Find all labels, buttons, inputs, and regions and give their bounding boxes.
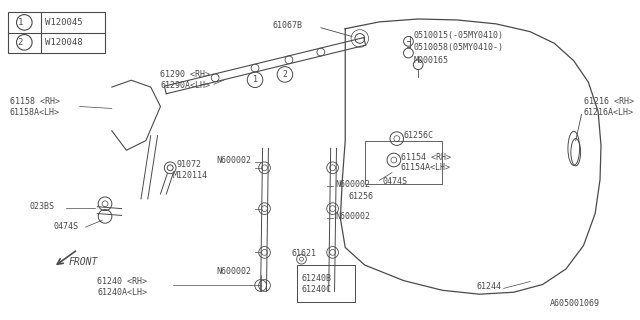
Text: M000165: M000165 [413, 56, 448, 65]
Text: 61256: 61256 [348, 192, 373, 202]
Circle shape [277, 67, 292, 82]
Text: 2: 2 [18, 38, 23, 47]
Text: 61158 <RH>: 61158 <RH> [10, 97, 60, 106]
Text: 0474S: 0474S [382, 177, 407, 186]
Text: 0510058(05MY0410-): 0510058(05MY0410-) [413, 43, 503, 52]
Text: 023BS: 023BS [29, 202, 54, 211]
Text: N600002: N600002 [216, 267, 251, 276]
Text: N600002: N600002 [216, 156, 251, 164]
Circle shape [247, 72, 263, 88]
Text: N600002: N600002 [335, 212, 371, 221]
Text: M120114: M120114 [173, 171, 208, 180]
Bar [365, 140, 442, 184]
Text: 61067B: 61067B [272, 21, 302, 30]
Text: 61240A<LH>: 61240A<LH> [97, 288, 147, 297]
Text: W120048: W120048 [45, 38, 83, 47]
Text: 61216A<LH>: 61216A<LH> [584, 108, 634, 117]
Text: FRONT: FRONT [68, 257, 97, 267]
Text: 1: 1 [253, 75, 257, 84]
Text: N600002: N600002 [335, 180, 371, 189]
Text: 1: 1 [18, 18, 23, 27]
Text: 61158A<LH>: 61158A<LH> [10, 108, 60, 117]
Text: 61240 <RH>: 61240 <RH> [97, 277, 147, 286]
Text: 61290A<LH>: 61290A<LH> [161, 81, 211, 90]
Text: 61256C: 61256C [404, 131, 433, 140]
FancyBboxPatch shape [8, 12, 105, 53]
Text: 61290 <RH>: 61290 <RH> [161, 70, 211, 79]
Text: 91072: 91072 [177, 160, 202, 169]
Text: 61240B: 61240B [301, 274, 332, 283]
Bar [296, 265, 355, 302]
Text: 0510015(-05MY0410): 0510015(-05MY0410) [413, 31, 503, 40]
Text: 61240C: 61240C [301, 285, 332, 294]
Text: A605001069: A605001069 [550, 299, 600, 308]
Text: 0474S: 0474S [54, 222, 79, 231]
Text: 61154 <RH>: 61154 <RH> [401, 153, 451, 162]
Text: W120045: W120045 [45, 18, 83, 27]
Text: 2: 2 [282, 70, 287, 79]
Text: 61244: 61244 [477, 282, 502, 291]
Text: 61621: 61621 [292, 249, 317, 258]
Text: 61154A<LH>: 61154A<LH> [401, 163, 451, 172]
Text: 61216 <RH>: 61216 <RH> [584, 97, 634, 106]
